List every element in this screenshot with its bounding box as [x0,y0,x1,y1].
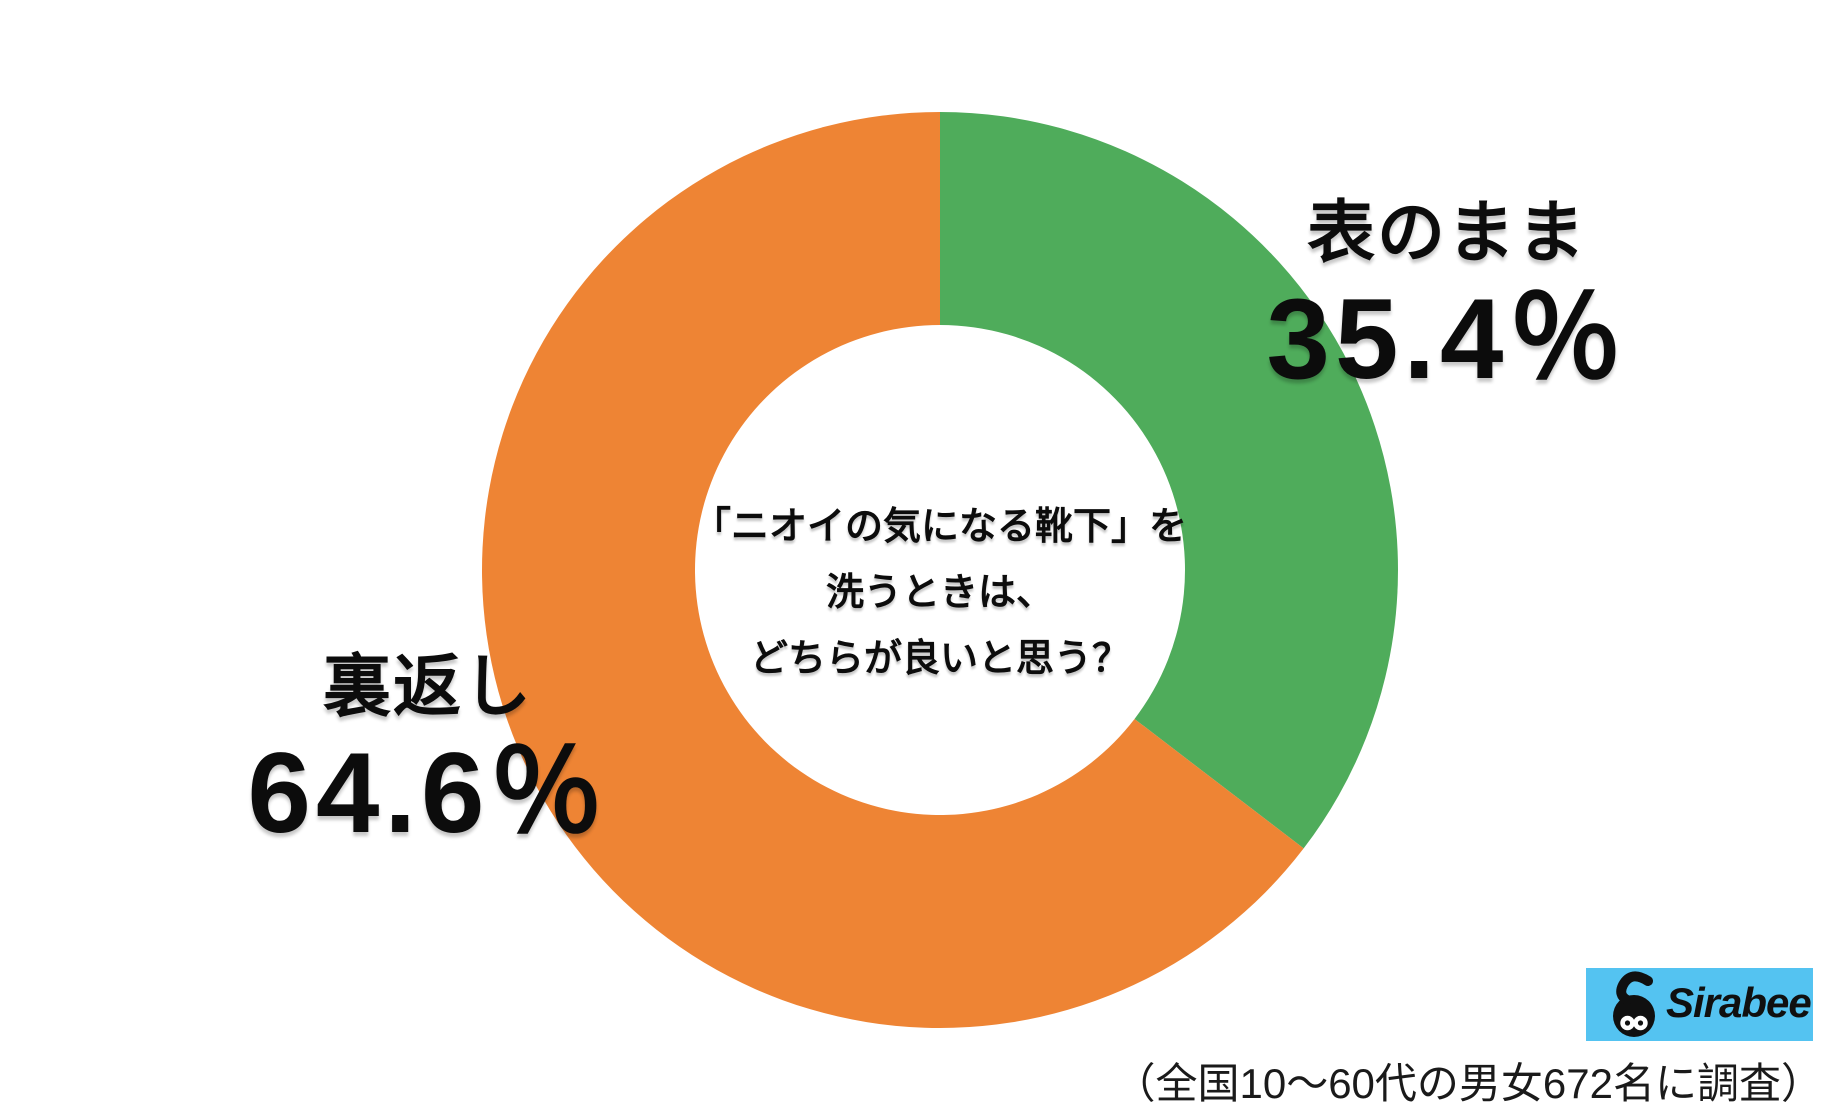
donut-slice-uragaeshi [482,111,1304,1028]
label-omotenomama-value: 35.4％ [1266,276,1628,404]
chart-question-line-1: 「ニオイの気になる靴下」を [692,506,1188,548]
chart-question-line-2: 洗うときは、 [825,572,1055,614]
chart-question: 「ニオイの気になる靴下」を 洗うときは、 どちらが良いと思う？ [693,494,1187,692]
sirabee-logo-text: Sirabee [1666,978,1812,1026]
label-uragaeshi-value: 64.6％ [247,730,609,858]
label-uragaeshi-category: 裏返し [322,649,534,725]
label-uragaeshi: 裏返し 64.6％ [247,649,609,858]
donut-slice-omotenomama [940,112,1399,849]
label-omotenomama-category: 表のまま [1306,195,1588,271]
sirabee-logo: Sirabee [1586,968,1813,1041]
chart-question-line-3: どちらが良いと思う？ [749,638,1131,680]
survey-footnote: （全国10〜60代の男女672名に調査） [1113,1060,1823,1107]
sirabee-bee-icon [1613,971,1655,1037]
label-omotenomama: 表のまま 35.4％ [1266,195,1628,404]
